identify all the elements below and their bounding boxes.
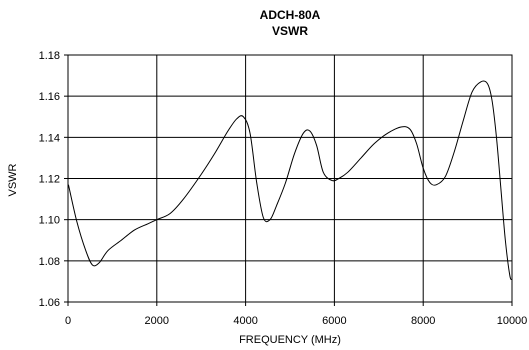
y-tick-label: 1.14 bbox=[39, 132, 60, 144]
x-tick-label: 4000 bbox=[233, 315, 257, 327]
x-tick-label: 0 bbox=[65, 315, 71, 327]
x-tick-label: 6000 bbox=[322, 315, 346, 327]
y-tick-label: 1.06 bbox=[39, 297, 60, 309]
y-axis-ticks: 1.06 1.08 1.10 1.12 1.14 1.16 1.18 bbox=[39, 50, 68, 309]
x-axis-ticks: 0 2000 4000 6000 8000 10000 bbox=[65, 302, 527, 327]
y-tick-label: 1.12 bbox=[39, 174, 60, 186]
chart-title: ADCH-80A bbox=[260, 8, 321, 22]
y-axis-label: VSWR bbox=[7, 163, 19, 196]
y-tick-label: 1.16 bbox=[39, 91, 60, 103]
y-tick-label: 1.08 bbox=[39, 256, 60, 268]
x-tick-label: 2000 bbox=[145, 315, 169, 327]
grid-lines bbox=[67, 54, 513, 303]
vswr-series-line bbox=[67, 80, 513, 280]
x-tick-label: 8000 bbox=[411, 315, 435, 327]
y-tick-label: 1.18 bbox=[39, 50, 60, 62]
x-tick-label: 10000 bbox=[497, 315, 528, 327]
x-axis-label: FREQUENCY (MHz) bbox=[239, 334, 341, 346]
chart-subtitle: VSWR bbox=[272, 24, 308, 38]
y-tick-label: 1.10 bbox=[39, 215, 60, 227]
